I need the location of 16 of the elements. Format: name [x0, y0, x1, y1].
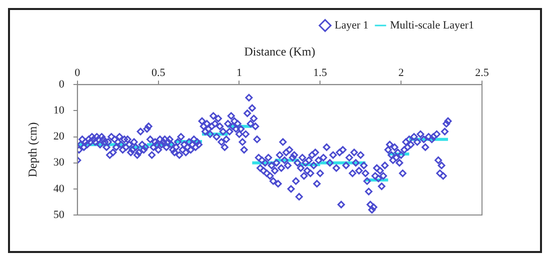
x-tick-label: 2.5	[475, 66, 490, 79]
legend-label: Multi-scale Layer1	[390, 19, 474, 32]
y-tick-label: 20	[53, 130, 65, 143]
x-tick-label: 2	[398, 66, 404, 79]
legend-label: Layer 1	[334, 19, 369, 32]
y-axis-title: Depth (cm)	[25, 122, 40, 178]
x-tick-label: 0.5	[151, 66, 166, 79]
x-tick-label: 0	[74, 66, 81, 79]
x-tick-label: 1	[236, 66, 242, 79]
y-tick-label: 30	[53, 156, 65, 169]
y-tick-label: 0	[58, 78, 65, 90]
y-tick-label: 40	[53, 182, 65, 195]
x-axis-title: Distance (Km)	[244, 44, 316, 58]
y-tick-label: 10	[53, 104, 65, 117]
x-tick-label: 1.5	[313, 66, 328, 79]
y-tick-label: 50	[53, 208, 65, 221]
